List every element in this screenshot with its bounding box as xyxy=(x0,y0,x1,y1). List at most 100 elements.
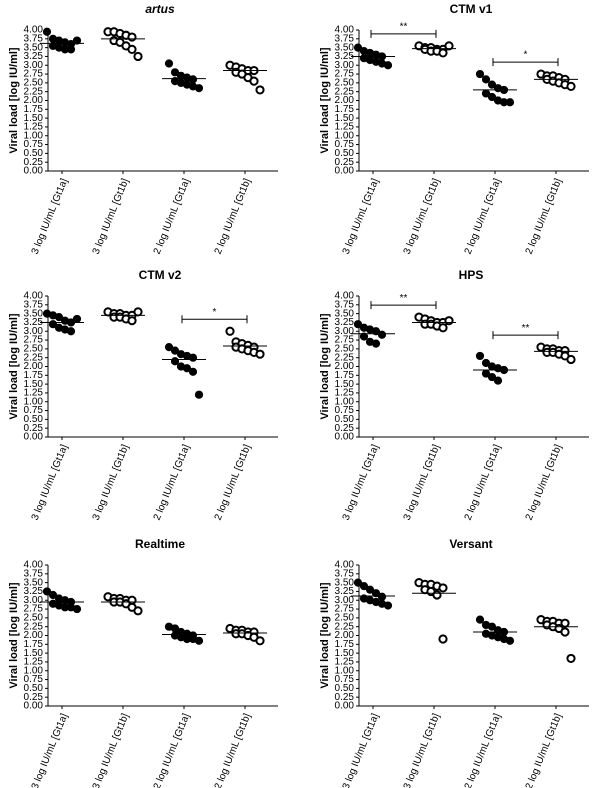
data-point xyxy=(444,41,454,51)
y-tick-label: 2.75 xyxy=(24,69,44,80)
chart-title: HPS xyxy=(459,268,484,282)
y-tick-label: 4.00 xyxy=(24,560,44,571)
y-tick-label: 2.50 xyxy=(335,613,355,624)
data-point xyxy=(487,80,497,89)
data-point xyxy=(353,578,363,587)
data-point xyxy=(475,615,485,624)
y-tick-label: 0.25 xyxy=(335,423,355,434)
data-point xyxy=(72,314,82,324)
x-tick-label: 3 log IU/mL [Gt1b] xyxy=(91,177,132,256)
y-tick-label: 3.75 xyxy=(24,33,44,44)
y-tick-label: 1.50 xyxy=(24,379,44,390)
data-point xyxy=(566,653,576,664)
x-tick-label: 2 log IU/mL [Gt1a] xyxy=(463,712,504,788)
data-point xyxy=(133,307,143,317)
data-point xyxy=(359,332,369,341)
data-point xyxy=(438,583,448,593)
data-point xyxy=(359,582,369,591)
data-point xyxy=(194,390,204,399)
y-tick-label: 3.25 xyxy=(335,586,355,597)
x-tick-label: 2 log IU/mL [Gt1b] xyxy=(524,712,565,788)
x-tick-label: 3 log IU/mL [Gt1a] xyxy=(30,712,71,788)
y-tick-label: 3.00 xyxy=(24,326,44,337)
y-tick-label: 4.00 xyxy=(24,291,44,302)
y-tick-label: 0.00 xyxy=(24,166,44,177)
y-tick-label: 4.00 xyxy=(24,25,44,36)
data-point xyxy=(72,604,82,614)
x-tick-label: 2 log IU/mL [Gt1b] xyxy=(213,177,254,256)
y-tick-label: 2.25 xyxy=(335,86,355,97)
y-tick-label: 3.25 xyxy=(24,586,44,597)
x-tick-label: 2 log IU/mL [Gt1a] xyxy=(463,177,504,256)
y-tick-label: 0.25 xyxy=(335,157,355,168)
y-tick-label: 2.50 xyxy=(24,613,44,624)
data-point xyxy=(487,92,497,102)
data-point xyxy=(182,364,192,373)
x-tick-label: 2 log IU/mL [Gt1b] xyxy=(524,177,565,256)
y-tick-label: 3.00 xyxy=(24,595,44,606)
x-tick-label: 3 log IU/mL [Gt1b] xyxy=(402,177,443,256)
data-point xyxy=(487,372,497,382)
data-point xyxy=(127,32,137,42)
data-point xyxy=(432,590,442,600)
data-point xyxy=(438,634,448,644)
y-tick-label: 0.00 xyxy=(24,701,44,712)
y-tick-label: 1.25 xyxy=(335,122,355,133)
y-tick-label: 4.00 xyxy=(335,560,355,571)
data-point xyxy=(194,636,204,645)
data-point xyxy=(188,367,198,376)
data-point xyxy=(127,44,137,54)
data-point xyxy=(164,59,174,68)
data-point xyxy=(42,587,52,596)
y-tick-label: 2.00 xyxy=(335,630,355,641)
data-point xyxy=(66,45,76,54)
y-tick-label: 3.75 xyxy=(24,299,44,310)
y-tick-label: 3.75 xyxy=(335,568,355,579)
data-point xyxy=(444,316,454,326)
y-axis-label: Viral load [log IU/ml] xyxy=(319,47,331,153)
y-tick-label: 0.25 xyxy=(24,692,44,703)
y-tick-label: 1.75 xyxy=(24,370,44,381)
y-tick-label: 2.00 xyxy=(24,95,44,106)
data-point xyxy=(365,585,375,594)
y-tick-label: 1.00 xyxy=(335,130,355,141)
data-point xyxy=(371,327,381,336)
y-tick-label: 0.75 xyxy=(335,405,355,416)
panel: Versant Viral load [log IU/ml] 0.000.250.5… xyxy=(319,537,589,788)
y-tick-label: 0.25 xyxy=(24,157,44,168)
significance-label: * xyxy=(213,307,217,318)
panel: CTM v2 Viral load [log IU/ml] 0.000.250.50… xyxy=(8,268,278,522)
x-tick-label: 3 log IU/mL [Gt1a] xyxy=(341,712,382,788)
x-tick-label: 3 log IU/mL [Gt1a] xyxy=(30,177,71,256)
y-tick-label: 1.50 xyxy=(24,648,44,659)
significance-label: ** xyxy=(400,293,408,304)
y-tick-label: 1.00 xyxy=(24,665,44,676)
data-point xyxy=(133,51,143,62)
y-tick-label: 1.25 xyxy=(335,657,355,668)
y-tick-label: 2.00 xyxy=(335,361,355,372)
y-tick-label: 0.25 xyxy=(335,692,355,703)
data-point xyxy=(371,589,381,598)
y-tick-label: 1.00 xyxy=(24,396,44,407)
y-tick-label: 3.50 xyxy=(335,577,355,588)
y-tick-label: 2.50 xyxy=(24,78,44,89)
data-point xyxy=(377,592,387,601)
y-tick-label: 3.75 xyxy=(335,299,355,310)
y-tick-label: 0.75 xyxy=(24,139,44,150)
y-tick-label: 0.50 xyxy=(24,683,44,694)
data-point xyxy=(188,353,198,362)
data-point xyxy=(487,622,497,631)
y-tick-label: 0.75 xyxy=(335,674,355,685)
x-tick-label: 3 log IU/mL [Gt1a] xyxy=(341,177,382,256)
y-tick-label: 3.50 xyxy=(24,308,44,319)
data-point xyxy=(255,85,265,95)
y-axis-label: Viral load [log IU/ml] xyxy=(319,313,331,419)
y-tick-label: 1.00 xyxy=(335,665,355,676)
x-tick-label: 2 log IU/mL [Gt1a] xyxy=(463,443,504,522)
data-point xyxy=(66,327,76,336)
y-tick-label: 1.75 xyxy=(335,104,355,115)
data-point xyxy=(188,75,198,84)
y-tick-label: 3.00 xyxy=(335,595,355,606)
